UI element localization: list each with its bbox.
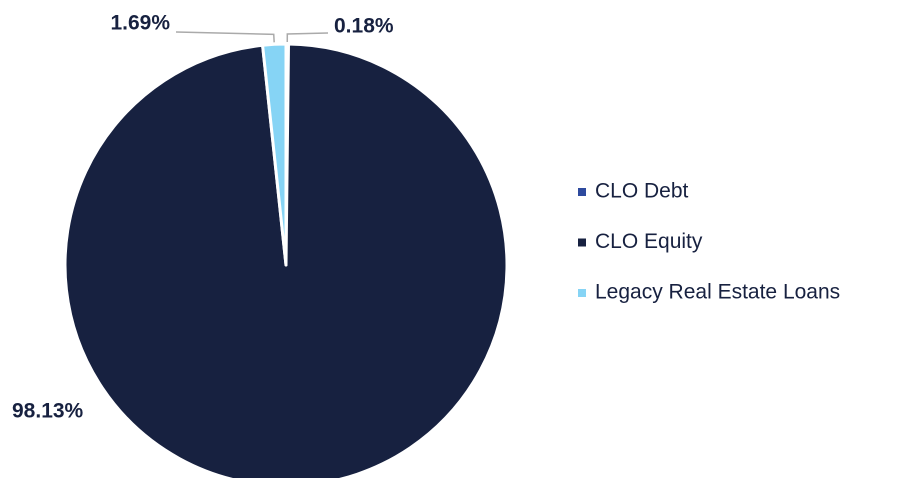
pie-slice bbox=[63, 42, 509, 478]
legend-label: CLO Equity bbox=[595, 230, 703, 253]
leader-line bbox=[286, 32, 329, 43]
leader-line bbox=[175, 31, 275, 43]
legend-swatch bbox=[578, 289, 586, 297]
legend-swatch bbox=[578, 238, 586, 247]
data-label: 98.13% bbox=[12, 400, 84, 423]
pie-slice bbox=[261, 42, 288, 267]
data-label: 0.18% bbox=[334, 15, 394, 38]
legend-label: Legacy Real Estate Loans bbox=[595, 281, 840, 304]
legend-label: CLO Debt bbox=[595, 180, 689, 203]
data-label: 1.69% bbox=[110, 12, 170, 35]
legend-swatch bbox=[578, 188, 586, 196]
